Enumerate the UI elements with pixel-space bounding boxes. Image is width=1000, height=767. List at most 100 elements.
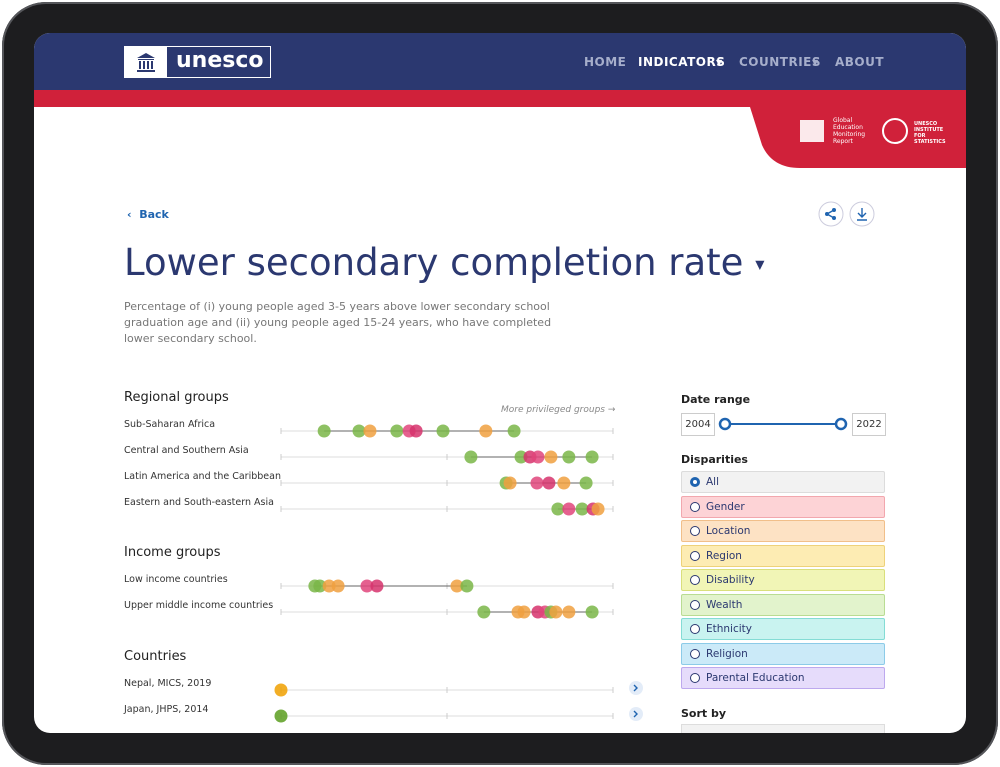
logo-text: unesco [176,48,264,73]
dot [551,502,565,516]
radio[interactable] [690,624,700,634]
radio[interactable] [690,575,700,585]
temple-icon [137,53,155,72]
sort-option[interactable] [681,724,885,733]
nav-item[interactable]: COUNTRIES [739,55,822,69]
dot [542,476,556,490]
dot [274,683,288,697]
nav-item[interactable]: INDICATORS [638,55,726,69]
option-label: Disability [706,574,755,586]
logo[interactable]: unesco [124,46,271,78]
nav-item[interactable]: HOME [584,55,627,69]
dot [579,476,593,490]
gem-logo-text: Global Education Monitoring Report [833,117,866,145]
disparity-option[interactable]: Ethnicity [681,618,885,640]
dot [274,709,288,723]
disparity-option[interactable]: Location [681,520,885,542]
logo-icon [125,47,167,77]
dot [479,424,493,438]
nav-item[interactable]: ABOUT [835,55,885,69]
action-buttons [818,201,875,227]
option-label: Location [706,525,751,537]
detail-button[interactable] [629,707,643,721]
dot [370,579,384,593]
disparity-option[interactable]: Disability [681,569,885,591]
dot [557,476,571,490]
disparity-option[interactable]: Religion [681,642,885,665]
dot [549,605,563,619]
option-label: Religion [706,647,748,660]
radio[interactable] [690,550,700,561]
disparity-option[interactable]: Gender [681,495,885,518]
radio[interactable] [690,673,700,683]
dot [436,424,450,438]
dot [575,502,589,516]
back-text[interactable]: Back [139,208,169,221]
row-label: Nepal, MICS, 2019 [124,678,212,689]
radio[interactable] [690,477,700,487]
dot [544,450,558,464]
row-label: Central and Southern Asia [124,445,249,456]
date-range-label: Date range [681,393,751,406]
dot [507,424,521,438]
row-label: Japan, JHPS, 2014 [124,704,209,715]
more-privileged-text: More privileged groups [501,405,605,415]
option-label: All [706,476,720,488]
title-caret: ▼ [755,257,765,272]
option-label: Gender [706,500,745,513]
disparities-label: Disparities [681,453,748,466]
dot [530,476,544,490]
dot [531,450,545,464]
date-slider[interactable] [715,414,852,434]
dot [503,476,517,490]
row-label: Latin America and the Caribbean [124,471,281,482]
nav-bar [34,33,966,90]
dropdown-caret: ▼ [716,58,723,67]
disparity-option[interactable]: Wealth [681,593,885,616]
dot [331,579,345,593]
dot [360,579,374,593]
sort-by-label: Sort by [681,707,727,720]
dot [409,424,423,438]
chevron[interactable] [633,710,638,718]
dot [517,605,531,619]
detail-circle[interactable] [629,707,643,721]
dot [514,450,528,464]
red-band [34,90,966,168]
dot [562,450,576,464]
radio[interactable] [690,526,700,536]
detail-button[interactable] [629,681,643,695]
radio[interactable] [690,501,700,512]
page-title[interactable]: Lower secondary completion rate ▼ [124,241,764,284]
option-label: Ethnicity [706,623,752,635]
dot [390,424,404,438]
row-label: Eastern and South-eastern Asia [124,497,274,508]
detail-circle[interactable] [629,681,643,695]
option-label: Region [706,549,742,562]
share-button[interactable] [818,201,844,227]
dot [450,579,464,593]
disparity-option[interactable]: All [681,471,885,493]
row-label: Sub-Saharan Africa [124,419,216,430]
dot [313,579,327,593]
disparity-option[interactable]: Parental Education [681,667,885,689]
title-text: Lower secondary completion rate [124,241,744,284]
more-privileged: More privileged groups → [501,405,616,415]
dot [477,605,491,619]
section-title: Income groups [124,545,221,560]
dot [585,450,599,464]
dot [460,579,474,593]
radio[interactable] [690,599,700,610]
disparity-option[interactable]: Region [681,544,885,567]
back-link[interactable]: ‹ Back [127,208,169,221]
radio[interactable] [690,648,700,659]
section-title: Regional groups [124,390,229,405]
row-label: Upper middle income countries [124,600,274,611]
chevron[interactable] [633,684,638,692]
dot [562,605,576,619]
option-label: Wealth [706,598,743,611]
date-start[interactable]: 2004 [681,413,715,436]
date-end[interactable]: 2022 [852,413,886,436]
